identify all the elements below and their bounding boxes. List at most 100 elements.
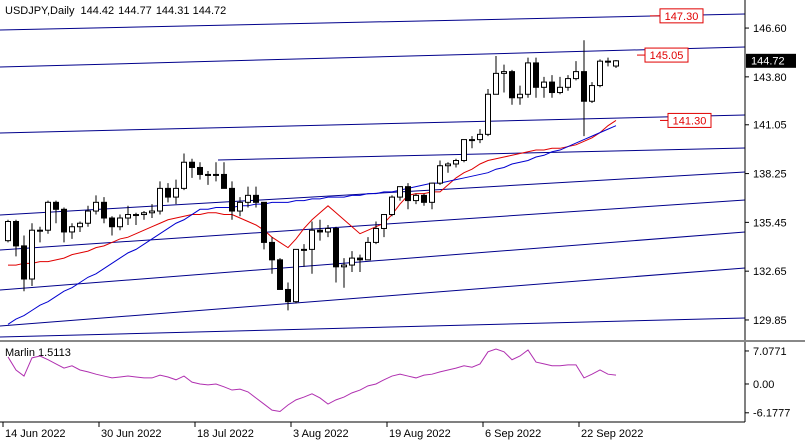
candle-body (269, 241, 275, 261)
candle-body (381, 214, 387, 229)
x-tick-label: 3 Aug 2022 (293, 428, 349, 440)
candle-body (109, 217, 115, 228)
candle-body (581, 71, 587, 102)
candle-body (301, 248, 307, 251)
candle-body (605, 60, 611, 63)
candle-body (149, 210, 155, 214)
current-price-box (746, 53, 796, 68)
level-box (644, 47, 689, 63)
candle-body (565, 78, 571, 88)
candle-body (21, 245, 27, 280)
trend-line (0, 13, 746, 31)
y-tick-label: 0.00 (753, 379, 774, 391)
x-tick-label: 18 Jul 2022 (197, 428, 254, 440)
candle-body (181, 161, 187, 189)
candle-body (157, 187, 163, 212)
candle-body (437, 165, 443, 184)
candle-body (413, 194, 419, 202)
candle-body (117, 217, 123, 228)
current-price: 144.72 (751, 56, 785, 68)
trend-line (0, 231, 746, 291)
candle-body (517, 93, 523, 99)
trend-line (0, 267, 746, 327)
candle-body (29, 229, 35, 280)
ohlc-close: 144.72 (193, 5, 227, 17)
trend-line (0, 114, 746, 134)
candle-body (365, 241, 371, 261)
candle-body (5, 220, 11, 242)
candle-body (509, 71, 515, 99)
candle-body (445, 163, 451, 167)
candle-body (125, 214, 131, 219)
y-tick-label: 146.60 (753, 23, 787, 35)
trend-line (0, 199, 746, 251)
y-tick-label: 135.45 (753, 217, 787, 229)
candle-body (533, 62, 539, 88)
candle-body (237, 201, 243, 212)
candle-body (349, 257, 355, 266)
ohlc-high: 144.77 (118, 5, 152, 17)
symbol: USDJPY,Daily (5, 5, 75, 17)
candle-body (405, 186, 411, 202)
candle-body (197, 166, 203, 175)
candle-body (557, 86, 563, 94)
moving-average (8, 120, 617, 266)
candle-body (573, 71, 579, 80)
trend-line (0, 46, 746, 68)
candle-body (549, 81, 555, 94)
candle-body (341, 264, 347, 268)
candle-body (589, 85, 595, 102)
candle-body (213, 173, 219, 176)
candle-body (141, 212, 147, 216)
candle-body (53, 201, 59, 210)
candle-body (45, 201, 51, 231)
x-tick-label: 14 Jun 2022 (5, 428, 66, 440)
y-tick-label: 129.85 (753, 315, 787, 327)
candle-body (429, 182, 435, 203)
candle-body (317, 229, 323, 233)
y-tick-label: 143.80 (753, 72, 787, 84)
candle-body (165, 187, 171, 198)
candle-body (469, 139, 475, 142)
candle-body (525, 62, 531, 95)
candle-body (597, 60, 603, 87)
candle-body (461, 139, 467, 162)
trend-line (217, 147, 746, 161)
candle-body (85, 210, 91, 224)
candle-body (373, 227, 379, 243)
candle-body (277, 259, 283, 290)
candle-body (205, 173, 211, 176)
channel-lines (0, 13, 746, 338)
candle-body (325, 227, 331, 233)
candle-body (477, 133, 483, 141)
x-tick-label: 22 Sep 2022 (581, 428, 643, 440)
candle-body (613, 60, 619, 67)
candle-body (309, 229, 315, 250)
candle-body (493, 72, 499, 95)
candle-body (189, 161, 195, 168)
candle-body (245, 194, 251, 203)
candle-body (541, 81, 547, 88)
candle-body (333, 227, 339, 268)
candle-body (501, 71, 507, 74)
candle-body (69, 226, 75, 233)
candle-body (357, 257, 363, 261)
candle-body (229, 187, 235, 212)
candle-body (133, 214, 139, 217)
level-label: 141.30 (673, 115, 707, 127)
candle-body (293, 248, 299, 303)
candle-body (397, 186, 403, 198)
x-tick-label: 19 Aug 2022 (389, 428, 451, 440)
y-tick-label: -6.1777 (753, 408, 790, 420)
y-tick-label: 138.25 (753, 168, 787, 180)
chart-title: USDJPY,Daily 144.42 144.77 144.31 144.72 (5, 5, 226, 17)
y-tick-label: 132.65 (753, 266, 787, 278)
candle-body (221, 173, 227, 189)
candle-body (453, 160, 459, 165)
indicator-title: Marlin 1.5113 (5, 347, 71, 359)
candle-body (61, 208, 67, 233)
level-label: 147.30 (665, 11, 699, 23)
x-tick-label: 30 Jun 2022 (101, 428, 162, 440)
level-box (659, 8, 704, 24)
